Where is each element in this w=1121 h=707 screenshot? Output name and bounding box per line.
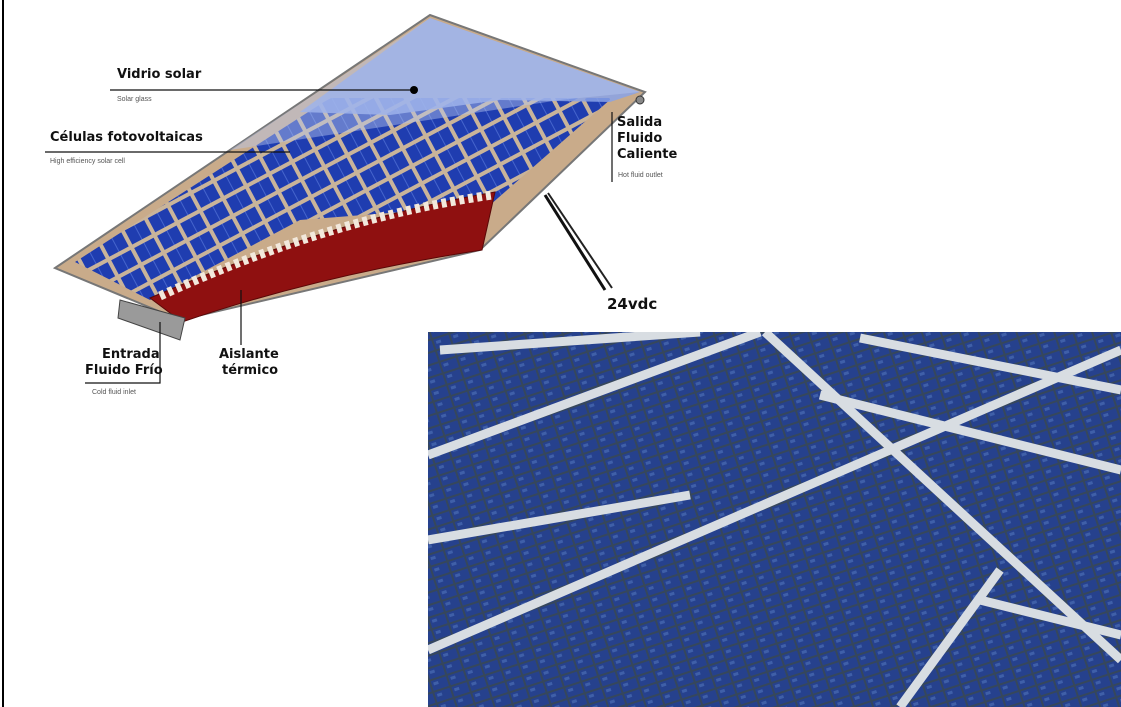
label-title: Células fotovoltaicas: [50, 130, 203, 145]
label-title: Caliente: [617, 147, 678, 162]
label-subtitle: Hot fluid outlet: [618, 172, 663, 179]
label-title: 24vdc: [607, 295, 657, 313]
panel-diagram: [52, 13, 647, 341]
label-title: Vidrio solar: [117, 67, 202, 82]
label-title: Aislante: [219, 347, 279, 362]
label-title: Salida: [617, 115, 662, 130]
solar-roof-photo: [428, 332, 1121, 707]
label-subtitle: Solar glass: [117, 96, 152, 103]
label-title: térmico: [222, 363, 278, 378]
label-title: Fluido Frío: [85, 363, 163, 378]
labels: Vidrio solar Solar glass Células fotovol…: [45, 67, 678, 396]
label-title: Fluido: [617, 131, 662, 146]
label-subtitle: High efficiency solar cell: [50, 158, 125, 165]
label-subtitle: Cold fluid inlet: [92, 389, 136, 396]
label-title: Entrada: [102, 347, 160, 362]
